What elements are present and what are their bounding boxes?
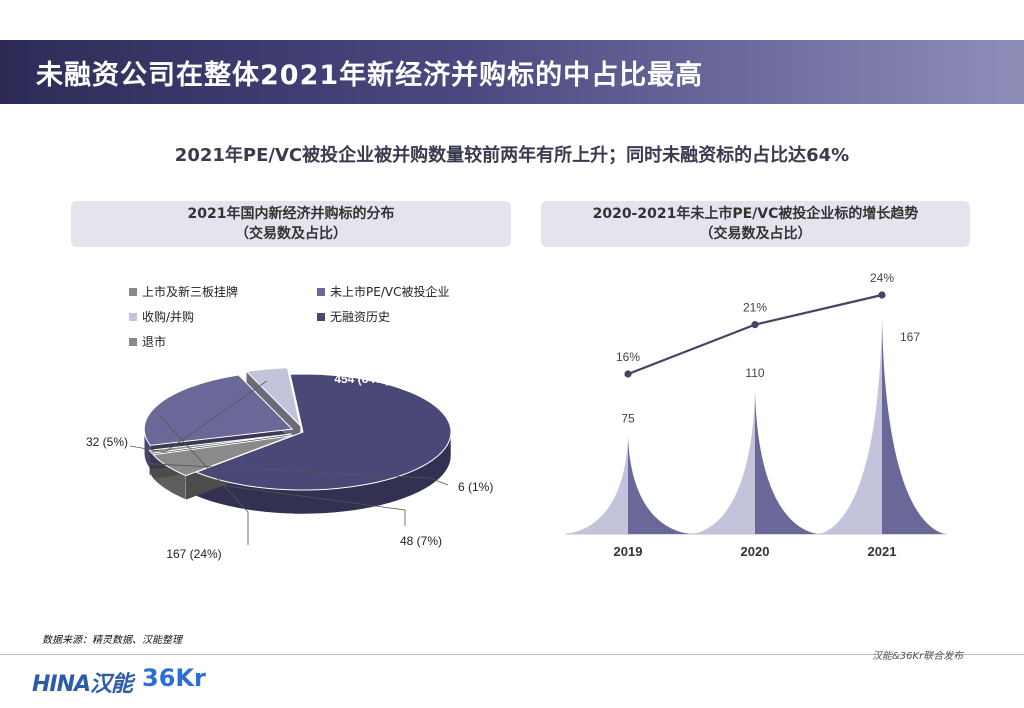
legend-item-listed: 上市及新三板挂牌 [129,283,238,300]
left-panel-header: 2021年国内新经济并购标的分布 （交易数及占比） [71,201,511,247]
legend-swatch [317,312,325,321]
legend-label: 无融资历史 [330,310,391,324]
bar-peak-right [628,436,690,534]
bar-peak-right [755,391,817,534]
right-panel-header: 2020-2021年未上市PE/VC被投企业标的增长趋势 （交易数及占比） [541,201,970,247]
legend-swatch [129,312,137,321]
data-source: 数据来源：精灵数据、汉能整理 [42,635,182,646]
pie-data-label: 454 (64%) [334,372,389,386]
share-line-label: 16% [616,350,640,364]
left-panel-title: 2021年国内新经济并购标的分布 [187,206,395,222]
pie-leader-line [129,380,267,453]
legend-label: 退市 [142,335,167,349]
pie-slice [148,433,292,454]
pie-data-label: 167 (24%) [166,547,221,561]
bar-peak-left [820,316,882,534]
bar-value-label: 110 [745,366,764,380]
share-line-point [624,370,632,378]
right-panel-subtitle: （交易数及占比） [699,226,812,242]
36kr-logo: 36Kr [142,664,206,692]
joint-release-credit: 汉能&36Kr联合发布 [872,651,964,662]
pie-data-label: 32 (5%) [86,435,128,449]
bar-value-label: 75 [621,412,635,426]
x-axis-tick-label: 2021 [868,544,897,559]
pie-leader-line [159,415,249,545]
pie-leader-line [166,477,406,526]
legend-item-pevc: 未上市PE/VC被投企业 [317,283,449,300]
bar-peak-left [693,391,755,534]
bar-value-label: 167 [900,330,920,344]
legend-swatch [129,287,137,296]
pie-slice [194,373,452,491]
pie-data-label: 6 (1%) [458,480,493,494]
share-line-point [751,321,759,329]
pie-data-label: 48 (7%) [400,534,442,548]
bar-peak-left [566,436,628,534]
left-panel-subtitle: （交易数及占比） [235,226,347,242]
pie-slice [143,374,294,446]
page-subtitle: 2021年PE/VC被投企业被并购数量较前两年有所上升；同时未融资标的占比达64… [174,145,850,166]
share-line-label: 24% [870,271,894,285]
legend-swatch [317,287,325,296]
share-line-label: 21% [743,301,767,315]
legend-label: 收购/并购 [142,310,195,324]
title-bar: 未融资公司在整体2021年新经济并购标的中占比最高 [0,40,1024,104]
china-renaissance-logo: HINA汉能 [32,672,133,697]
legend-label: 未上市PE/VC被投企业 [330,285,450,299]
legend-swatch [129,337,137,346]
share-line-point [878,291,886,299]
right-panel-title: 2020-2021年未上市PE/VC被投企业标的增长趋势 [592,206,919,222]
pie-slice [245,367,302,428]
bar-peak-right [882,316,944,534]
x-axis-tick-label: 2019 [614,544,643,559]
footer-divider [0,654,1024,655]
x-axis-tick-label: 2020 [741,544,770,559]
pie-leader-line [150,463,449,486]
legend-item-no-funding: 无融资历史 [317,308,390,325]
legend-item-acquired: 收购/并购 [129,308,194,325]
page-title: 未融资公司在整体2021年新经济并购标的中占比最高 [36,60,704,91]
legend-label: 上市及新三板挂牌 [142,285,239,299]
legend-item-delisted: 退市 [129,333,166,350]
